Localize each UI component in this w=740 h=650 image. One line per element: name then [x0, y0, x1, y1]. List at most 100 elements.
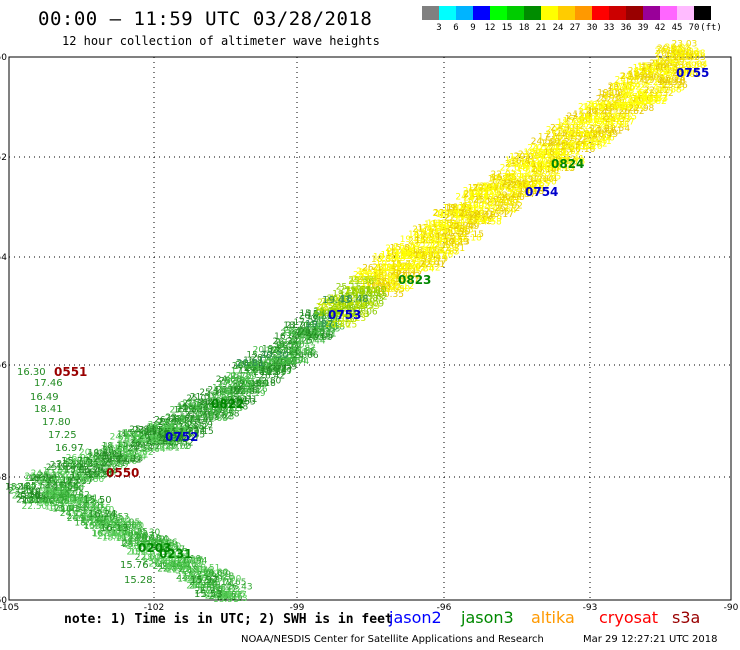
- colorbar-swatch: [456, 6, 473, 20]
- track-mark: 22.53: [230, 398, 256, 408]
- track-mark: 17.00: [490, 176, 516, 186]
- track-mark: 20.30: [135, 528, 161, 538]
- track-mark: 26.95: [220, 590, 246, 600]
- track-mark: 25.94: [649, 59, 675, 69]
- track-mark: 16.60: [536, 162, 562, 172]
- track-mark: 23.15: [188, 427, 214, 437]
- track-mark: 18.63: [183, 403, 209, 413]
- track-mark: 24.75: [93, 516, 119, 526]
- swh-label: 16.97: [55, 443, 84, 454]
- track-mark: 18.76: [188, 566, 214, 576]
- track-mark: 15.23: [194, 413, 220, 423]
- track-mark: 26.12: [389, 282, 415, 292]
- track-mark: 17.52: [198, 586, 224, 596]
- track-mark: 23.74: [280, 329, 306, 339]
- track-mark: 15.33: [415, 236, 441, 246]
- track-mark: 21.26: [121, 532, 147, 542]
- track-mark: 21.99: [489, 199, 515, 209]
- track-mark: 18.71: [194, 411, 220, 421]
- track-mark: 18.44: [300, 337, 326, 347]
- track-mark: 19.43: [620, 91, 646, 101]
- track-mark: 16.93: [674, 47, 700, 57]
- track-mark: 26.45: [507, 189, 533, 199]
- track-mark: 16.26: [494, 178, 520, 188]
- track-mark: 23.96: [299, 331, 325, 341]
- track-mark: 15.15: [116, 534, 142, 544]
- track-mark: 21.27: [158, 418, 184, 428]
- track-mark: 23.62: [183, 422, 209, 432]
- colorbar-label: 39: [637, 23, 649, 33]
- track-mark: 23.52: [338, 293, 364, 303]
- track-mark: 23.12: [546, 148, 572, 158]
- track-mark: 23.60: [245, 364, 271, 374]
- track-mark: 20.82: [586, 100, 612, 110]
- latitude-label: -50: [0, 53, 7, 63]
- track-mark: 15.10: [116, 520, 142, 530]
- track-mark: 19.75: [58, 491, 84, 501]
- track-mark: 19.22: [375, 283, 401, 293]
- track-mark: 18.23: [344, 310, 370, 320]
- track-mark: 15.76: [582, 103, 608, 113]
- track-mark: 21.13: [667, 52, 693, 62]
- track-mark: 18.97: [146, 425, 172, 435]
- track-mark: 24.68: [672, 69, 698, 79]
- track-mark: 23.71: [180, 557, 206, 567]
- track-mark: 23.89: [66, 477, 92, 487]
- track-mark: 21.68: [177, 405, 203, 415]
- track-mark: 16.53: [342, 301, 368, 311]
- track-mark: 26.74: [244, 379, 270, 389]
- track-mark: 20.50: [67, 514, 93, 524]
- track-mark: 18.49: [109, 449, 135, 459]
- track-mark: 16.00: [531, 177, 557, 187]
- map-subtitle: 12 hour collection of altimeter wave hei…: [62, 34, 380, 48]
- track-mark: 20.03: [657, 44, 683, 54]
- track-mark: 16.70: [350, 286, 376, 296]
- track-mark: 22.25: [287, 336, 313, 346]
- track-mark: 22.85: [484, 208, 510, 218]
- track-mark: 21.98: [31, 473, 57, 483]
- track-mark: 17.20: [535, 157, 561, 167]
- track-mark: 22.07: [491, 170, 517, 180]
- colorbar-swatch: [609, 6, 626, 20]
- track-mark: 26.09: [440, 235, 466, 245]
- track-mark: 15.77: [391, 260, 417, 270]
- track-mark: 16.16: [519, 184, 545, 194]
- track-mark: 21.91: [80, 501, 106, 511]
- track-mark: 17.07: [117, 529, 143, 539]
- track-mark: 20.96: [145, 543, 171, 553]
- track-mark: 20.35: [261, 368, 287, 378]
- track-mark: 22.44: [433, 208, 459, 218]
- track-mark: 18.51: [213, 595, 239, 605]
- track-mark: 16.80: [156, 542, 182, 552]
- track-mark: 20.31: [656, 50, 682, 60]
- track-mark: 18.04: [472, 185, 498, 195]
- track-mark: 25.86: [555, 140, 581, 150]
- track-mark: 18.16: [5, 482, 31, 492]
- track-mark: 21.58: [74, 460, 100, 470]
- track-mark: 17.01: [532, 174, 558, 184]
- colorbar-label: 24: [552, 23, 564, 33]
- track-mark: 17.20: [111, 528, 137, 538]
- track-mark: 24.03: [189, 581, 215, 591]
- track-mark: 26.48: [136, 534, 162, 544]
- track-mark: 21.74: [184, 574, 210, 584]
- track-mark: 20.70: [621, 103, 647, 113]
- track-mark: 15.10: [77, 503, 103, 513]
- track-mark: 16.58: [431, 234, 457, 244]
- track-mark: 26.53: [308, 331, 334, 341]
- track-mark: 23.56: [663, 68, 689, 78]
- track-mark: 19.72: [164, 442, 190, 452]
- track-mark: 26.62: [628, 98, 654, 108]
- track-mark: 19.14: [472, 204, 498, 214]
- track-mark: 16.41: [510, 157, 536, 167]
- track-mark: 19.41: [586, 137, 612, 147]
- track-mark: 24.26: [242, 385, 268, 395]
- track-mark: 15.01: [304, 322, 330, 332]
- track-mark: 18.08: [443, 204, 469, 214]
- track-mark: 26.66: [154, 416, 180, 426]
- track-mark: 20.88: [665, 43, 691, 53]
- track-mark: 26.37: [221, 590, 247, 600]
- track-mark: 15.48: [96, 452, 122, 462]
- track-mark: 19.54: [145, 540, 171, 550]
- track-mark: 16.11: [340, 302, 366, 312]
